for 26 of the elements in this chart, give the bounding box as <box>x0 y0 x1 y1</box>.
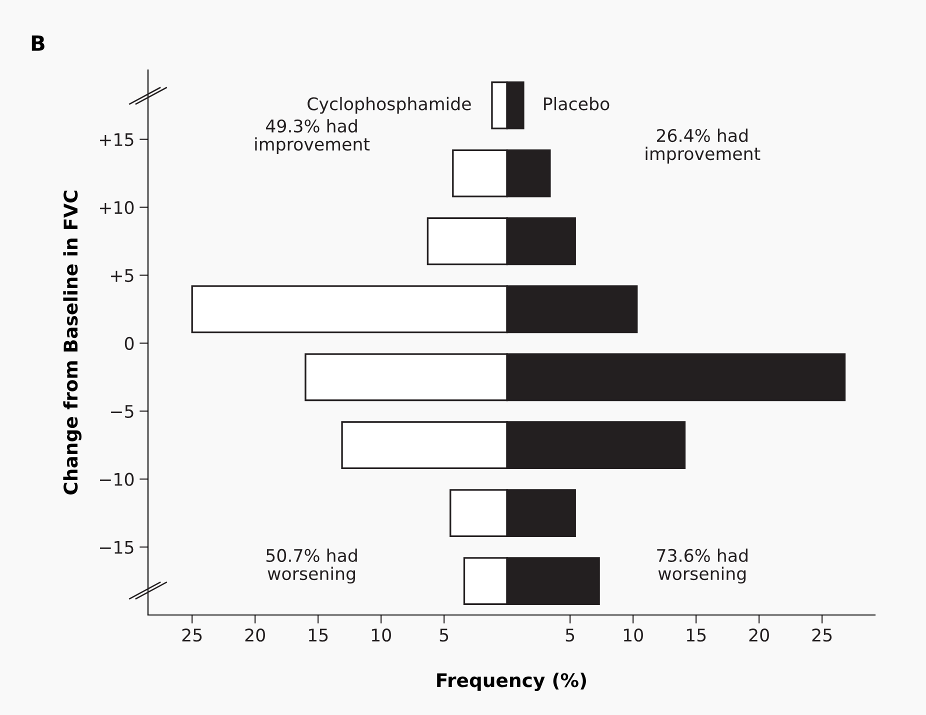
chart-title: B <box>32 36 44 51</box>
y-tick-label: −10 <box>100 472 134 486</box>
x-tick-label: 15 <box>308 628 328 642</box>
annotation: 50.7% had worsening <box>266 548 357 584</box>
x-axis-title: Frequency (%) <box>437 672 586 692</box>
x-tick-label: 25 <box>182 628 202 642</box>
y-tick-label: −5 <box>111 405 134 418</box>
x-tick-label: 25 <box>812 628 832 642</box>
series-label: Cyclophosphamide <box>308 96 471 114</box>
annotation: 73.6% had worsening <box>657 548 748 584</box>
y-tick-label: 0 <box>124 336 134 350</box>
annotation: 26.4% had improvement <box>646 128 760 164</box>
series-label: Placebo <box>544 96 610 110</box>
annotation: 49.3% had improvement <box>255 119 370 154</box>
x-tick-label: 10 <box>372 628 391 642</box>
y-tick-label: −15 <box>100 540 134 554</box>
x-tick-label: 5 <box>566 628 574 642</box>
x-tick-label: 10 <box>624 628 643 642</box>
y-tick-label: +15 <box>100 133 134 146</box>
x-tick-label: 5 <box>440 628 448 642</box>
x-tick-label: 15 <box>686 628 706 642</box>
x-tick-label: 20 <box>749 628 769 642</box>
y-tick-label: +5 <box>111 269 134 282</box>
x-tick-label: 20 <box>245 628 265 642</box>
y-tick-label: +10 <box>100 200 134 214</box>
y-axis-title: Change from Baseline in FVC <box>63 190 82 494</box>
